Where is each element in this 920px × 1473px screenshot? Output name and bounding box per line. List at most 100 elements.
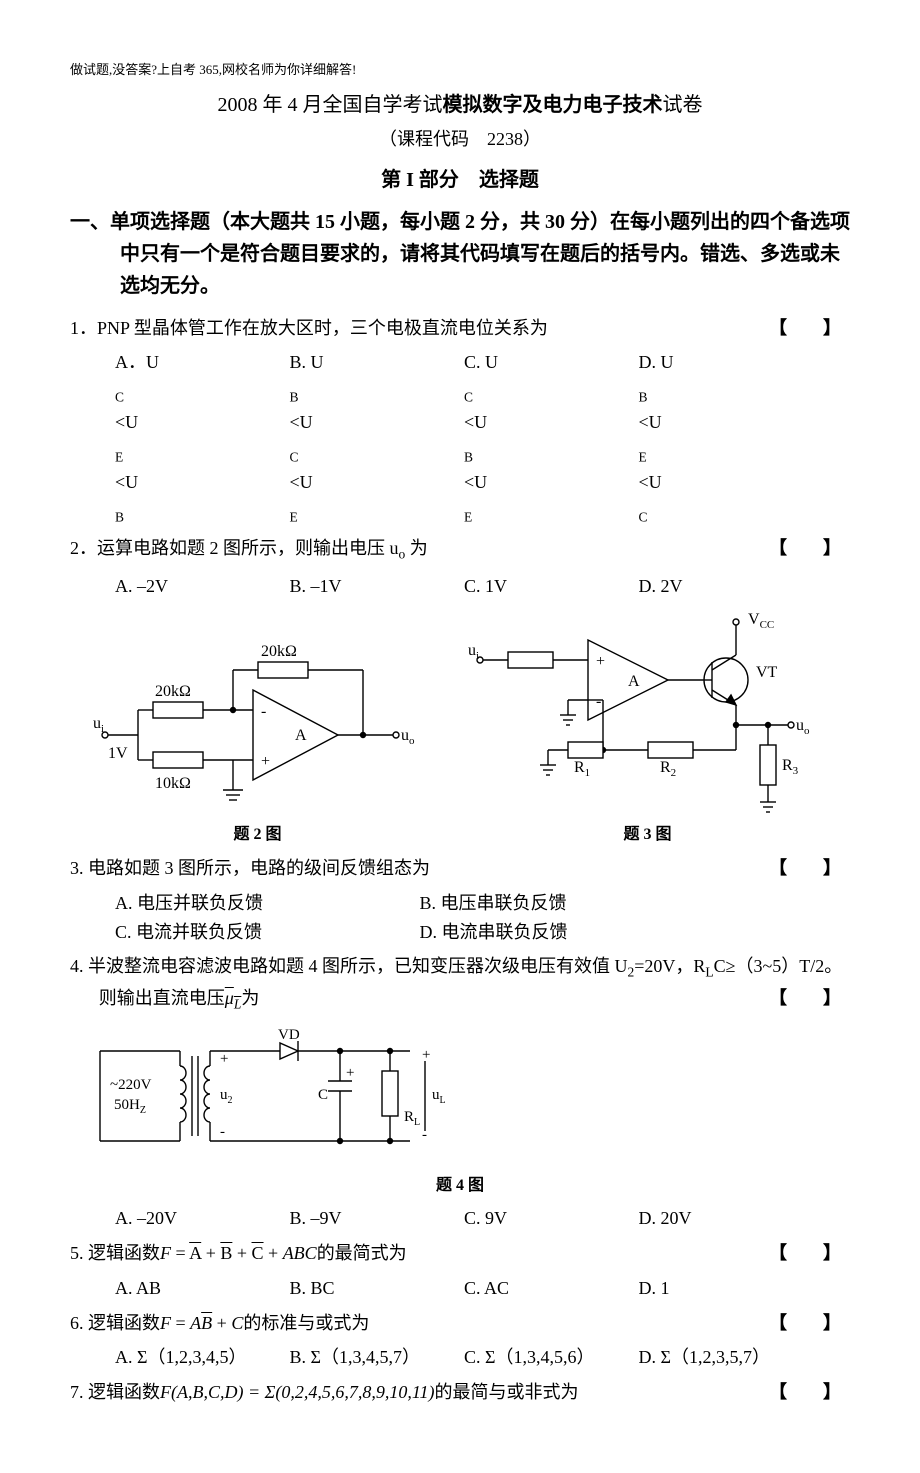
q4-opt-d: D. 20V bbox=[639, 1204, 809, 1233]
svg-text:+: + bbox=[261, 753, 270, 770]
svg-text:uo: uo bbox=[401, 727, 415, 747]
q5-opt-d: D. 1 bbox=[639, 1274, 809, 1303]
svg-text:50HZ: 50HZ bbox=[114, 1097, 146, 1116]
svg-text:A: A bbox=[628, 673, 640, 690]
svg-text:+: + bbox=[220, 1051, 228, 1067]
svg-text:RL: RL bbox=[404, 1109, 420, 1128]
q3-opt-c: C. 电流并联负反馈 bbox=[115, 918, 415, 947]
circuit-diagram-2: - + ui 1V 20kΩ bbox=[93, 640, 423, 820]
q6-text: 6. 逻辑函数F = AB + C的标准与或式为 bbox=[70, 1313, 369, 1333]
svg-text:20kΩ: 20kΩ bbox=[155, 683, 191, 700]
svg-text:uo: uo bbox=[796, 717, 810, 737]
answer-bracket: 【 】 bbox=[798, 534, 850, 563]
svg-text:20kΩ: 20kΩ bbox=[261, 643, 297, 660]
q1-opt-a: A．UC<UE<UB bbox=[115, 348, 285, 528]
q3-opt-b: B. 电压串联负反馈 bbox=[420, 889, 720, 918]
q3-opt-d: D. 电流串联负反馈 bbox=[420, 918, 720, 947]
q2-opt-b: B. –1V bbox=[290, 572, 460, 601]
svg-text:C: C bbox=[318, 1087, 328, 1103]
answer-bracket: 【 】 bbox=[798, 1378, 850, 1407]
q4-text: 4. 半波整流电容滤波电路如题 4 图所示，已知变压器次级电压有效值 U2=20… bbox=[70, 956, 842, 1007]
q1-options: A．UC<UE<UB B. UB<UC<UE C. UC<UB<UE D. UB… bbox=[70, 348, 850, 528]
figure-2: - + ui 1V 20kΩ bbox=[93, 640, 423, 848]
svg-text:VD: VD bbox=[278, 1027, 300, 1043]
figure-4-label: 题 4 图 bbox=[70, 1173, 850, 1199]
q1-text: 1．PNP 型晶体管工作在放大区时，三个电极直流电位关系为 bbox=[70, 318, 548, 338]
q4-options: A. –20V B. –9V C. 9V D. 20V bbox=[70, 1204, 850, 1233]
figure-3-label: 题 3 图 bbox=[468, 822, 828, 848]
q6-options: A. Σ（1,2,3,4,5） B. Σ（1,3,4,5,7） C. Σ（1,3… bbox=[70, 1343, 850, 1372]
answer-bracket: 【 】 bbox=[798, 1309, 850, 1338]
svg-text:u2: u2 bbox=[220, 1087, 233, 1106]
question-5: 5. 逻辑函数F = A + B + C + ABC的最简式为 【 】 bbox=[70, 1239, 850, 1268]
q3-text: 3. 电路如题 3 图所示，电路的级间反馈组态为 bbox=[70, 858, 430, 878]
svg-text:A: A bbox=[295, 727, 307, 744]
svg-text:+: + bbox=[422, 1047, 430, 1063]
question-7: 7. 逻辑函数F(A,B,C,D) = Σ(0,2,4,5,6,7,8,9,10… bbox=[70, 1378, 850, 1407]
svg-text:+: + bbox=[346, 1065, 354, 1081]
svg-text:ui: ui bbox=[93, 715, 104, 735]
answer-bracket: 【 】 bbox=[798, 314, 850, 343]
answer-bracket: 【 】 bbox=[798, 984, 850, 1013]
answer-bracket: 【 】 bbox=[798, 1239, 850, 1268]
svg-text:VT: VT bbox=[756, 664, 778, 681]
q2-opt-d: D. 2V bbox=[639, 572, 809, 601]
figure-3: + - A bbox=[468, 610, 828, 848]
q6-opt-d: D. Σ（1,2,3,5,7） bbox=[639, 1343, 809, 1372]
q2-options: A. –2V B. –1V C. 1V D. 2V bbox=[70, 572, 850, 601]
q5-opt-a: A. AB bbox=[115, 1274, 285, 1303]
q4-opt-a: A. –20V bbox=[115, 1204, 285, 1233]
q7-text: 7. 逻辑函数F(A,B,C,D) = Σ(0,2,4,5,6,7,8,9,10… bbox=[70, 1382, 578, 1402]
course-code: （课程代码 2238） bbox=[70, 125, 850, 154]
svg-text:-: - bbox=[422, 1127, 427, 1143]
svg-text:~220V: ~220V bbox=[110, 1077, 152, 1093]
q1-opt-b: B. UB<UC<UE bbox=[290, 348, 460, 528]
svg-text:ui: ui bbox=[468, 642, 479, 662]
svg-text:VCC: VCC bbox=[748, 611, 774, 631]
q5-opt-b: B. BC bbox=[290, 1274, 460, 1303]
svg-text:-: - bbox=[261, 703, 266, 720]
q4-opt-c: C. 9V bbox=[464, 1204, 634, 1233]
q4-opt-b: B. –9V bbox=[290, 1204, 460, 1233]
q5-options: A. AB B. BC C. AC D. 1 bbox=[70, 1274, 850, 1303]
svg-text:+: + bbox=[596, 653, 605, 670]
instructions: 一、单项选择题（本大题共 15 小题，每小题 2 分，共 30 分）在每小题列出… bbox=[70, 206, 850, 302]
q6-opt-a: A. Σ（1,2,3,4,5） bbox=[115, 1343, 285, 1372]
answer-bracket: 【 】 bbox=[798, 854, 850, 883]
question-2: 2．运算电路如题 2 图所示，则输出电压 uo 为 【 】 bbox=[70, 534, 850, 565]
svg-text:10kΩ: 10kΩ bbox=[155, 775, 191, 792]
question-1: 1．PNP 型晶体管工作在放大区时，三个电极直流电位关系为 【 】 bbox=[70, 314, 850, 343]
svg-text:-: - bbox=[220, 1124, 225, 1140]
q2-opt-a: A. –2V bbox=[115, 572, 285, 601]
svg-text:R3: R3 bbox=[782, 757, 799, 777]
svg-text:1V: 1V bbox=[108, 745, 128, 762]
figure-4: ~220V 50HZ u2 + - VD C + RL uL + - 题 4 图 bbox=[70, 1021, 850, 1199]
q2-text: 2．运算电路如题 2 图所示，则输出电压 uo 为 bbox=[70, 538, 428, 558]
question-4: 4. 半波整流电容滤波电路如题 4 图所示，已知变压器次级电压有效值 U2=20… bbox=[70, 952, 850, 1014]
section-heading: 第 I 部分 选择题 bbox=[70, 164, 850, 196]
circuit-diagram-3: + - A bbox=[468, 610, 828, 820]
svg-text:R2: R2 bbox=[660, 759, 676, 779]
q1-opt-c: C. UC<UB<UE bbox=[464, 348, 634, 528]
header-note: 做试题,没答案?上自考 365,网校名师为你详细解答! bbox=[70, 60, 850, 81]
exam-title: 2008 年 4 月全国自学考试模拟数字及电力电子技术试卷 bbox=[70, 89, 850, 121]
svg-text:R1: R1 bbox=[574, 759, 590, 779]
circuit-diagram-4: ~220V 50HZ u2 + - VD C + RL uL + - bbox=[70, 1021, 470, 1171]
q6-opt-c: C. Σ（1,3,4,5,6） bbox=[464, 1343, 634, 1372]
svg-text:-: - bbox=[596, 693, 601, 710]
title-suffix: 试卷 bbox=[663, 94, 703, 116]
q3-options-2: C. 电流并联负反馈 D. 电流串联负反馈 bbox=[70, 918, 850, 947]
q5-opt-c: C. AC bbox=[464, 1274, 634, 1303]
figure-row-2-3: - + ui 1V 20kΩ bbox=[70, 610, 850, 848]
title-prefix: 2008 年 4 月全国自学考试 bbox=[218, 94, 443, 116]
q1-opt-d: D. UB<UE<UC bbox=[639, 348, 809, 528]
question-6: 6. 逻辑函数F = AB + C的标准与或式为 【 】 bbox=[70, 1309, 850, 1338]
q2-opt-c: C. 1V bbox=[464, 572, 634, 601]
q3-opt-a: A. 电压并联负反馈 bbox=[115, 889, 415, 918]
figure-2-label: 题 2 图 bbox=[93, 822, 423, 848]
q5-text: 5. 逻辑函数F = A + B + C + ABC的最简式为 bbox=[70, 1243, 407, 1263]
question-3: 3. 电路如题 3 图所示，电路的级间反馈组态为 【 】 bbox=[70, 854, 850, 883]
q6-opt-b: B. Σ（1,3,4,5,7） bbox=[290, 1343, 460, 1372]
svg-text:uL: uL bbox=[432, 1087, 446, 1106]
title-bold: 模拟数字及电力电子技术 bbox=[443, 94, 663, 116]
